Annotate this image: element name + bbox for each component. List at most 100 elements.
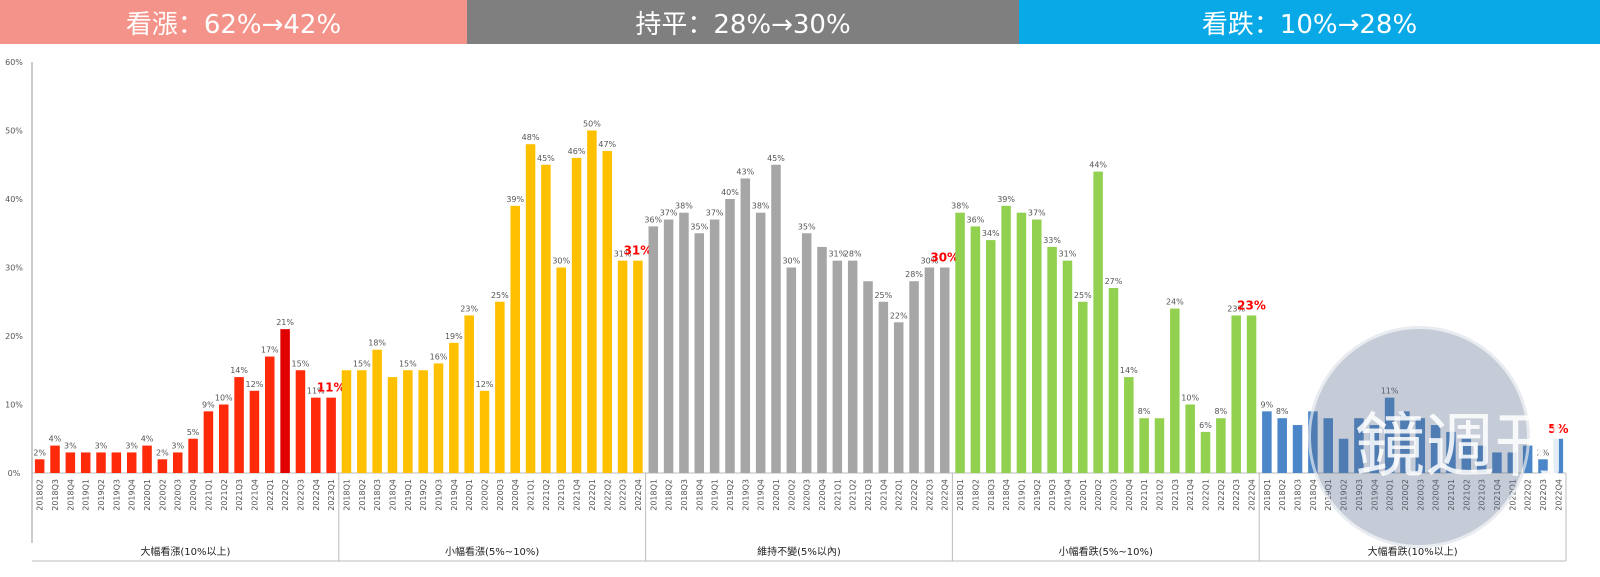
- bar: [878, 301, 889, 473]
- bar: [1062, 260, 1073, 473]
- x-tick-label: 2020Q4: [511, 479, 520, 511]
- bar: [801, 233, 812, 473]
- data-label: 6%: [1199, 421, 1212, 430]
- data-label: 30%: [552, 257, 570, 266]
- x-tick-label: 2021Q2: [220, 479, 229, 511]
- x-tick-label: 2020Q1: [1079, 479, 1088, 511]
- x-tick-label: 2020Q1: [465, 479, 474, 511]
- x-tick-label: 2018Q3: [987, 479, 996, 511]
- x-tick-label: 2021Q4: [250, 479, 259, 511]
- bar: [1538, 459, 1548, 473]
- callout-label: 30%: [930, 251, 959, 265]
- bar: [1246, 315, 1257, 473]
- bar: [924, 267, 935, 473]
- data-label: 47%: [598, 140, 616, 149]
- bar: [1016, 212, 1027, 473]
- data-label: 8%: [1138, 407, 1151, 416]
- data-label: 38%: [951, 202, 969, 211]
- y-tick-label: 0%: [8, 469, 21, 478]
- bar: [449, 342, 459, 473]
- bar: [939, 267, 950, 473]
- y-tick-label: 10%: [5, 401, 23, 410]
- banner-flat: 持平：28%→30%: [467, 0, 1019, 44]
- x-tick-label: 2021Q3: [235, 479, 244, 511]
- data-label: 4%: [49, 435, 62, 444]
- x-tick-label: 2018Q1: [342, 479, 351, 511]
- bar: [1124, 377, 1134, 473]
- x-tick-label: 2018Q2: [36, 479, 45, 511]
- data-label: 23%: [460, 304, 478, 313]
- x-tick-label: 2019Q4: [757, 479, 766, 511]
- x-tick-label: 2020Q1: [772, 479, 781, 511]
- x-tick-label: 2020Q3: [174, 479, 183, 511]
- bar: [525, 144, 536, 473]
- data-label: 18%: [368, 339, 386, 348]
- x-tick-label: 2020Q1: [143, 479, 152, 511]
- x-tick-label: 2021Q1: [1140, 479, 1149, 511]
- x-tick-label: 2021Q2: [542, 479, 551, 511]
- bar: [1262, 411, 1272, 473]
- data-label: 48%: [522, 133, 540, 142]
- data-label: 38%: [752, 202, 770, 211]
- data-label: 3%: [125, 441, 138, 450]
- x-tick-label: 2018Q3: [373, 479, 382, 511]
- bar: [1231, 315, 1241, 473]
- x-tick-label: 2019Q2: [419, 479, 428, 511]
- data-label: 43%: [736, 167, 754, 176]
- data-label: 2%: [156, 448, 169, 457]
- data-label: 25%: [874, 291, 892, 300]
- bar: [587, 130, 597, 473]
- bar: [311, 397, 321, 473]
- x-tick-label: 2020Q4: [818, 479, 827, 511]
- y-tick-label: 50%: [5, 127, 23, 136]
- bar: [725, 199, 735, 473]
- bar: [372, 349, 382, 473]
- bar: [1200, 431, 1211, 473]
- x-tick-label: 2018Q4: [1002, 479, 1011, 511]
- x-tick-label: 2022Q2: [281, 479, 290, 511]
- data-label: 44%: [1089, 161, 1107, 170]
- bar: [541, 164, 551, 473]
- bar: [188, 438, 198, 473]
- data-label: 46%: [568, 147, 586, 156]
- data-label: 16%: [430, 352, 448, 361]
- x-tick-label: 2018Q2: [971, 479, 980, 511]
- watermark-text: 鏡週刊: [1355, 405, 1565, 487]
- bar: [172, 452, 183, 473]
- data-label: 28%: [844, 250, 862, 259]
- group-label: 大幅看漲(10%以上): [140, 545, 230, 558]
- data-label: 40%: [721, 188, 739, 197]
- x-tick-label: 2019Q4: [1063, 479, 1072, 511]
- x-tick-label: 2018Q2: [358, 479, 367, 511]
- data-label: 9%: [202, 400, 215, 409]
- bar: [65, 452, 76, 473]
- x-tick-label: 2020Q2: [158, 479, 167, 511]
- data-label: 30%: [920, 257, 938, 266]
- x-tick-label: 2021Q1: [204, 479, 213, 511]
- bar: [403, 370, 413, 473]
- x-tick-label: 2020Q3: [803, 479, 812, 511]
- x-tick-label: 2022Q3: [296, 479, 305, 511]
- bar: [740, 178, 751, 473]
- x-tick-label: 2021Q2: [1155, 479, 1164, 511]
- x-tick-label: 2021Q1: [527, 479, 536, 511]
- data-label: 28%: [905, 270, 923, 279]
- x-tick-label: 2021Q1: [833, 479, 842, 511]
- x-tick-label: 2018Q1: [649, 479, 658, 511]
- bar: [142, 445, 152, 473]
- x-tick-label: 2022Q3: [1539, 479, 1548, 511]
- banner-up: 看漲：62%→42%: [0, 0, 467, 44]
- x-tick-label: 2018Q2: [665, 479, 674, 511]
- data-label: 3%: [171, 441, 184, 450]
- bar: [1170, 308, 1180, 473]
- x-tick-label: 2019Q1: [711, 479, 720, 511]
- bar: [479, 390, 490, 473]
- y-tick-label: 20%: [5, 332, 23, 341]
- data-label: 45%: [767, 154, 785, 163]
- bar: [1292, 425, 1303, 473]
- summary-banner: 看漲：62%→42% 持平：28%→30% 看跌：10%→28%: [0, 0, 1600, 44]
- data-label: 15%: [292, 359, 310, 368]
- x-tick-label: 2019Q4: [450, 479, 459, 511]
- bar: [955, 212, 965, 473]
- callout-label: 11%: [317, 381, 346, 395]
